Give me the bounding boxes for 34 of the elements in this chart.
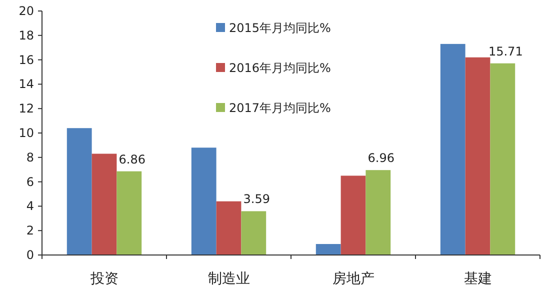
y-tick-label: 10	[18, 126, 34, 140]
data-label: 15.71	[488, 44, 523, 58]
y-tick-label: 16	[18, 52, 34, 67]
legend-label: 2015年月均同比%	[229, 21, 331, 35]
bar	[366, 170, 391, 255]
y-tick-label: 14	[18, 77, 34, 92]
bar	[116, 171, 142, 255]
x-tick-label: 房地产	[332, 271, 374, 287]
y-tick-label: 2	[26, 224, 34, 238]
y-tick-label: 18	[18, 28, 34, 42]
bar	[340, 176, 366, 255]
bar	[191, 148, 216, 255]
bar	[490, 63, 516, 255]
bar	[316, 244, 341, 255]
bar	[440, 44, 466, 255]
y-tick-label: 4	[26, 199, 34, 214]
y-tick-label: 6	[26, 174, 34, 189]
data-label: 3.59	[243, 192, 270, 206]
bar	[92, 154, 117, 255]
bar	[465, 57, 490, 255]
bar	[241, 211, 266, 255]
bar	[216, 201, 242, 255]
bar	[66, 128, 92, 255]
y-tick-label: 12	[18, 102, 34, 116]
legend-label: 2016年月均同比%	[229, 61, 331, 75]
y-tick-label: 8	[26, 150, 34, 164]
legend-label: 2017年月均同比%	[229, 101, 331, 115]
data-label: 6.96	[368, 151, 395, 166]
x-tick-label: 基建	[464, 271, 492, 287]
y-tick-label: 20	[18, 4, 34, 18]
data-label: 6.86	[118, 152, 146, 166]
x-tick-label: 制造业	[208, 271, 250, 287]
y-tick-label: 0	[26, 248, 34, 262]
x-tick-label: 投资	[89, 271, 118, 287]
